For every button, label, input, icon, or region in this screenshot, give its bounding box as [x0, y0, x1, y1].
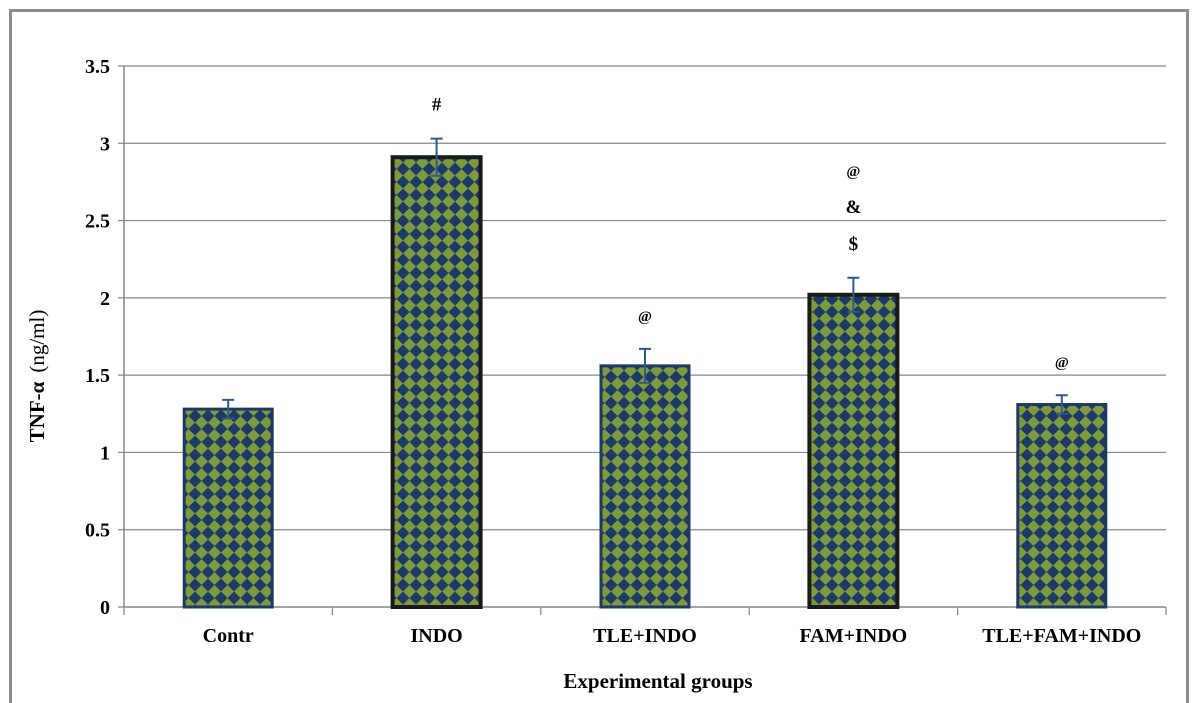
significance-mark: $ [849, 234, 859, 255]
bar [807, 292, 900, 609]
bar [599, 364, 691, 609]
bars [182, 155, 1108, 609]
y-tick-label: 1.5 [85, 365, 110, 387]
error-bars [222, 137, 1068, 420]
y-tick-label: 3.5 [85, 56, 110, 78]
y-tick-label: 1 [100, 442, 110, 464]
bar [182, 407, 274, 609]
significance-mark: @ [846, 164, 860, 180]
x-tick-label: Contr [203, 625, 254, 647]
y-axis-label-main: TNF-α [25, 381, 49, 442]
significance-annotations: # @ $ & @ @ [432, 95, 1069, 372]
significance-mark: @ [1055, 355, 1069, 371]
chart-frame [9, 9, 1189, 703]
y-tick-label: 2.5 [85, 211, 110, 233]
significance-mark: @ [638, 309, 652, 325]
x-tick-label: TLE+INDO [593, 625, 697, 647]
bar [1016, 403, 1108, 609]
x-axis-label: Experimental groups [563, 669, 752, 693]
y-tick-label: 3 [100, 133, 110, 155]
y-axis-label: TNF-α (ng/ml) [25, 310, 49, 443]
x-tick-labels: Contr INDO TLE+INDO FAM+INDO TLE+FAM+INDO [203, 625, 1142, 647]
x-tick-label: FAM+INDO [800, 625, 908, 647]
y-tick-label: 2 [100, 288, 110, 310]
bar [390, 155, 483, 609]
significance-mark: # [432, 95, 442, 116]
y-tick-labels: 0 0.5 1 1.5 2 2.5 3 3.5 [85, 56, 110, 619]
y-axis-label-unit: (ng/ml) [25, 310, 49, 373]
significance-mark: & [845, 197, 861, 218]
x-tick-label: INDO [410, 625, 462, 647]
y-tick-label: 0 [100, 597, 110, 619]
y-tick-label: 0.5 [85, 520, 110, 542]
x-tick-label: TLE+FAM+INDO [982, 625, 1141, 647]
